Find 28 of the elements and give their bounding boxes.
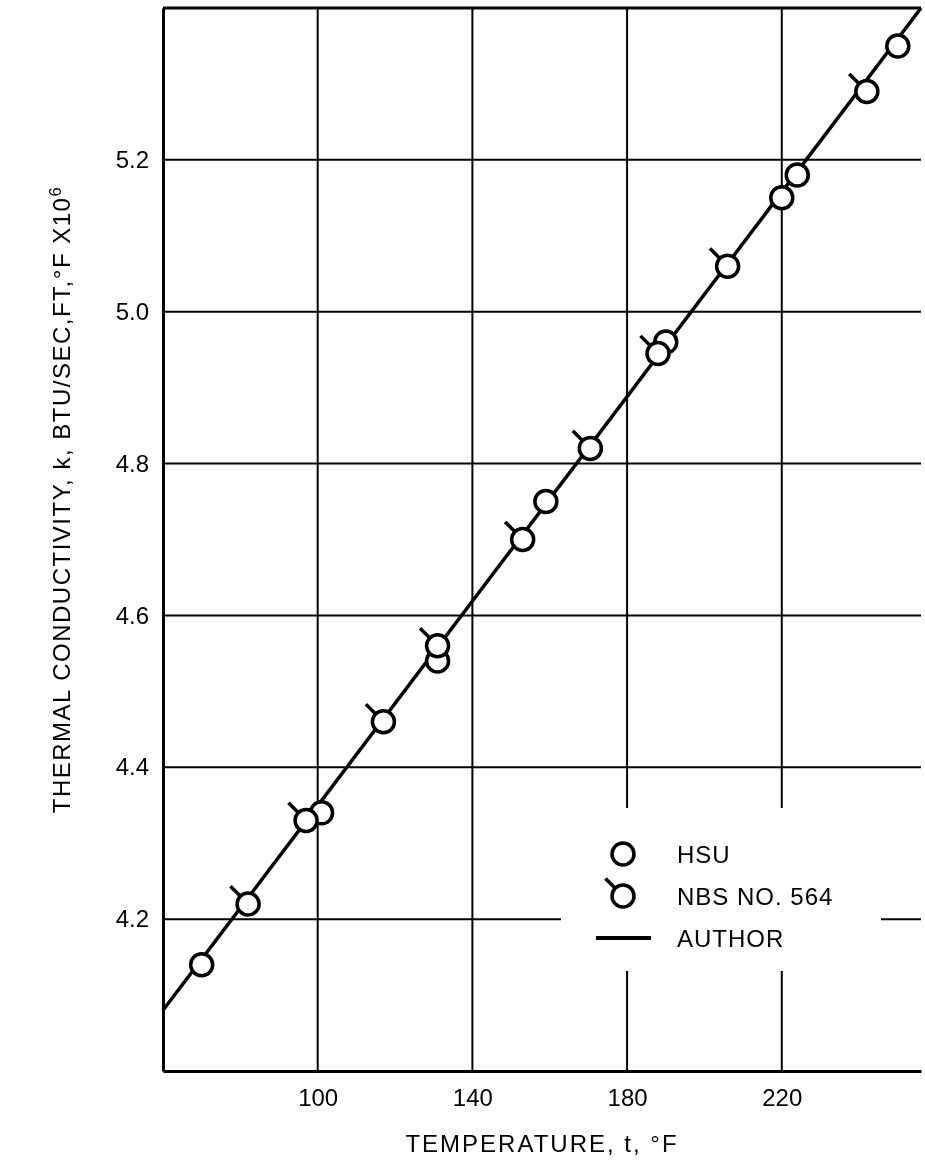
x-tick-label: 140 [452,1084,493,1112]
y-tick-label: 4.6 [115,601,149,629]
point [769,185,795,211]
point [235,891,261,917]
point [645,340,671,367]
legend-label: HSU [677,841,731,868]
legend-label: NBS NO. 564 [677,883,834,910]
y-tick-label: 5.0 [115,297,149,325]
point [533,488,559,515]
point [509,526,536,553]
point [577,435,604,462]
point [370,708,397,735]
point [854,78,880,105]
y-tick-label: 4.8 [115,449,149,477]
point [714,253,741,279]
y-tick-label: 5.2 [115,146,149,174]
point [784,162,810,188]
point [188,951,215,978]
y-tick-label: 4.2 [115,905,149,933]
legend-label: AUTHOR [677,925,785,952]
x-tick-label: 180 [607,1084,648,1112]
x-axis-title: TEMPERATURE, t, °F [405,1130,679,1157]
x-tick-label: 220 [762,1084,803,1112]
point [424,633,451,659]
y-tick-label: 4.4 [115,753,149,781]
x-tick-label: 100 [298,1084,339,1112]
point [293,807,319,834]
point [885,33,911,59]
